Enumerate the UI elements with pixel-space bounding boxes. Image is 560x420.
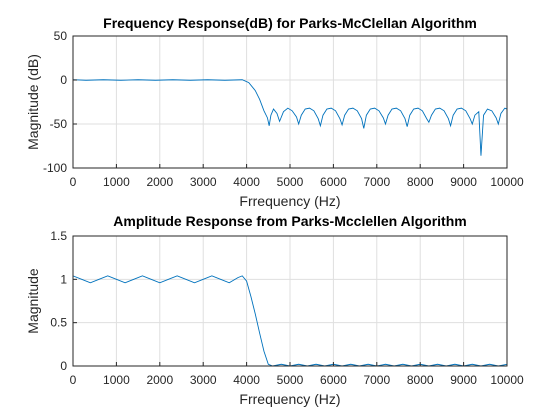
- db-x-tick-label: 4000: [233, 175, 260, 189]
- db-x-tick-label: 5000: [277, 175, 304, 189]
- amp-x-tick-label: 2000: [146, 373, 173, 387]
- db-x-tick-label: 9000: [450, 175, 477, 189]
- db-x-tick-label: 6000: [320, 175, 347, 189]
- amp-x-axis-label: Frrequency (Hz): [239, 391, 340, 407]
- db-x-tick-label: 2000: [146, 175, 173, 189]
- amp-y-tick-label: 0.5: [50, 316, 67, 330]
- amp-x-tick-label: 8000: [407, 373, 434, 387]
- db-x-tick-label: 8000: [407, 175, 434, 189]
- db-y-axis-label: Magnitude (dB): [25, 54, 41, 150]
- db-x-axis-label: Frrequency (Hz): [239, 193, 340, 209]
- db-y-tick-label: -100: [43, 161, 67, 175]
- amp-x-tick-label: 10000: [490, 373, 524, 387]
- db-ticks: 0 1000 2000 3000 4000 5000 6000 7000 8000 9000 100…: [43, 29, 524, 189]
- db-response-line: [72, 79, 508, 156]
- amp-y-tick-label: 1.5: [50, 229, 67, 243]
- amp-y-axis-label: Magnitude: [25, 268, 41, 334]
- amp-x-tick-label: 7000: [363, 373, 390, 387]
- db-x-tick-label: 3000: [190, 175, 217, 189]
- amp-x-tick-label: 3000: [190, 373, 217, 387]
- amp-ticks: 0 1000 2000 3000 4000 5000 6000 7000 8000 9000 100…: [50, 229, 524, 387]
- amp-y-tick-label: 0: [60, 359, 67, 373]
- db-x-tick-label: 0: [70, 175, 77, 189]
- db-y-tick-label: 50: [54, 29, 68, 43]
- db-x-tick-label: 10000: [490, 175, 524, 189]
- amp-x-tick-label: 5000: [277, 373, 304, 387]
- amp-x-tick-label: 1000: [103, 373, 130, 387]
- amp-y-tick-label: 1: [60, 272, 67, 286]
- db-y-tick-label: 0: [60, 73, 67, 87]
- db-x-tick-label: 7000: [363, 175, 390, 189]
- amp-x-tick-label: 4000: [233, 373, 260, 387]
- amp-chart-title: Amplitude Response from Parks-Mcclellen …: [113, 213, 466, 229]
- db-chart-title: Frequency Response(dB) for Parks-McClell…: [103, 15, 477, 31]
- amp-x-tick-label: 0: [70, 373, 77, 387]
- db-x-tick-label: 1000: [103, 175, 130, 189]
- amplitude-response-plot: 0 1000 2000 3000 4000 5000 6000 7000 8000 9000 100…: [25, 213, 524, 407]
- amp-x-tick-label: 6000: [320, 373, 347, 387]
- db-response-plot: 0 1000 2000 3000 4000 5000 6000 7000 8000 9000 100…: [25, 15, 524, 209]
- db-y-tick-label: -50: [50, 117, 68, 131]
- amp-x-tick-label: 9000: [450, 373, 477, 387]
